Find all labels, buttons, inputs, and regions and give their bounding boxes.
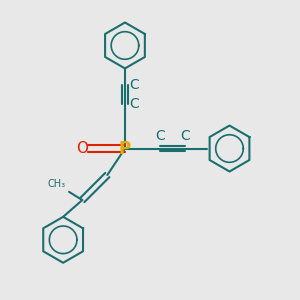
Text: C: C <box>129 78 139 92</box>
Text: CH₃: CH₃ <box>47 179 65 189</box>
Text: P: P <box>119 140 131 158</box>
Text: C: C <box>129 98 139 111</box>
Text: C: C <box>155 129 165 142</box>
Text: O: O <box>76 141 88 156</box>
Text: C: C <box>181 129 190 142</box>
